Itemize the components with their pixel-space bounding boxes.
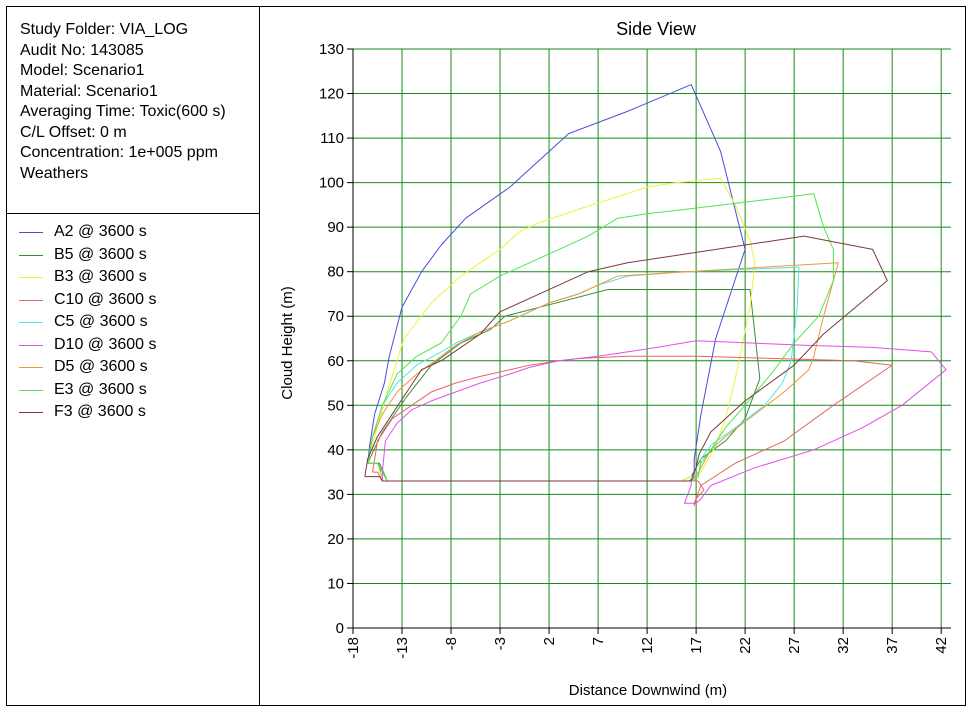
chart-title: Side View xyxy=(616,19,697,39)
y-tick-label: 30 xyxy=(327,486,344,503)
x-tick-label: 2 xyxy=(541,637,558,645)
x-tick-label: 7 xyxy=(590,637,607,645)
legend-label: F3 @ 3600 s xyxy=(54,403,146,420)
y-tick-label: 20 xyxy=(327,531,344,548)
legend-item: D5 @ 3600 s xyxy=(7,357,259,380)
series-line xyxy=(364,235,888,482)
x-tick-label: 27 xyxy=(786,637,803,654)
y-tick-label: 100 xyxy=(319,175,344,192)
legend-swatch xyxy=(19,232,43,233)
series-line xyxy=(367,84,746,482)
x-tick-label: 42 xyxy=(933,637,950,654)
legend-label: B5 @ 3600 s xyxy=(54,245,147,263)
info-line: Model: Scenario1 xyxy=(20,62,145,79)
legend-label: C10 @ 3600 s xyxy=(54,290,157,308)
left-panel: Study Folder: VIA_LOG Audit No: 143085 Mod… xyxy=(7,7,260,705)
legend-swatch xyxy=(19,254,43,256)
legend-swatch xyxy=(19,412,43,413)
y-tick-label: 10 xyxy=(327,575,344,592)
legend-swatch xyxy=(19,389,43,391)
x-tick-label: 32 xyxy=(835,637,852,654)
legend-swatch xyxy=(19,322,43,323)
x-tick-label: 22 xyxy=(737,637,754,654)
y-axis-title: Cloud Height (m) xyxy=(279,286,296,399)
legend-label: D5 @ 3600 s xyxy=(54,358,148,375)
series-layer xyxy=(364,84,947,506)
y-tick-label: 120 xyxy=(319,86,344,103)
legend-swatch xyxy=(19,344,43,346)
legend-item: A2 @ 3600 s xyxy=(7,222,259,245)
y-tick-label: 110 xyxy=(320,130,344,147)
y-tick-label: 70 xyxy=(327,308,344,325)
legend-label: B3 @ 3600 s xyxy=(54,268,147,285)
series-line xyxy=(381,340,947,504)
x-tick-label: 12 xyxy=(639,637,656,654)
legend-item: B3 @ 3600 s xyxy=(7,267,259,290)
series-line xyxy=(367,193,834,482)
legend-swatch xyxy=(19,299,43,301)
series-line xyxy=(367,266,800,482)
legend-label: E3 @ 3600 s xyxy=(54,380,147,398)
info-line: Study Folder: VIA_LOG xyxy=(20,21,189,38)
chart: Side View 0 10 20 30 40 50 60 70 80 90 100 110 120 13… xyxy=(279,19,951,699)
legend-swatch xyxy=(19,277,43,278)
x-axis-title: Distance Downwind (m) xyxy=(569,682,727,699)
y-tick-label: 0 xyxy=(336,620,344,637)
y-tick-label: 80 xyxy=(327,264,344,281)
legend: A2 @ 3600 s B5 @ 3600 s B3 @ 3600 s C10 @ 3… xyxy=(7,222,259,425)
axes: 0 10 20 30 40 50 60 70 80 90 100 110 120 130 -18 -13 -8 -… xyxy=(319,41,951,659)
x-tick-label: 37 xyxy=(884,637,901,654)
legend-item: C10 @ 3600 s xyxy=(7,290,259,313)
info-line: Audit No: 143085 xyxy=(20,41,144,59)
legend-item: E3 @ 3600 s xyxy=(7,380,259,403)
legend-label: C5 @ 3600 s xyxy=(54,313,148,330)
y-tick-label: 40 xyxy=(327,442,344,459)
info-line: Concentration: 1e+005 ppm xyxy=(20,144,218,161)
info-line: Averaging Time: Toxic(600 s) xyxy=(20,103,226,120)
x-tick-label: -13 xyxy=(394,637,411,659)
x-tick-label: -18 xyxy=(345,637,362,659)
legend-item: F3 @ 3600 s xyxy=(7,402,259,425)
info-line: Material: Scenario1 xyxy=(20,82,158,100)
x-tick-label: 17 xyxy=(688,637,705,654)
y-tick-label: 60 xyxy=(327,353,344,370)
series-line xyxy=(367,177,756,482)
legend-label: A2 @ 3600 s xyxy=(54,223,147,240)
study-info-panel: Study Folder: VIA_LOG Audit No: 143085 Mod… xyxy=(7,7,259,214)
info-line: C/L Offset: 0 m xyxy=(20,123,127,141)
legend-item: B5 @ 3600 s xyxy=(7,245,259,268)
legend-swatch xyxy=(19,367,43,368)
info-line: Weathers xyxy=(20,164,89,182)
x-tick-label: -3 xyxy=(492,637,509,650)
y-tick-label: 50 xyxy=(327,397,344,414)
legend-item: D10 @ 3600 s xyxy=(7,335,259,358)
series-line xyxy=(367,289,761,482)
series-line xyxy=(372,355,893,506)
y-tick-label: 130 xyxy=(319,41,344,58)
y-tick-label: 90 xyxy=(327,219,344,236)
x-tick-label: -8 xyxy=(443,637,460,650)
report-frame: Study Folder: VIA_LOG Audit No: 143085 Mod… xyxy=(6,6,966,706)
legend-label: D10 @ 3600 s xyxy=(54,335,157,353)
legend-item: C5 @ 3600 s xyxy=(7,312,259,335)
grid xyxy=(352,48,951,629)
